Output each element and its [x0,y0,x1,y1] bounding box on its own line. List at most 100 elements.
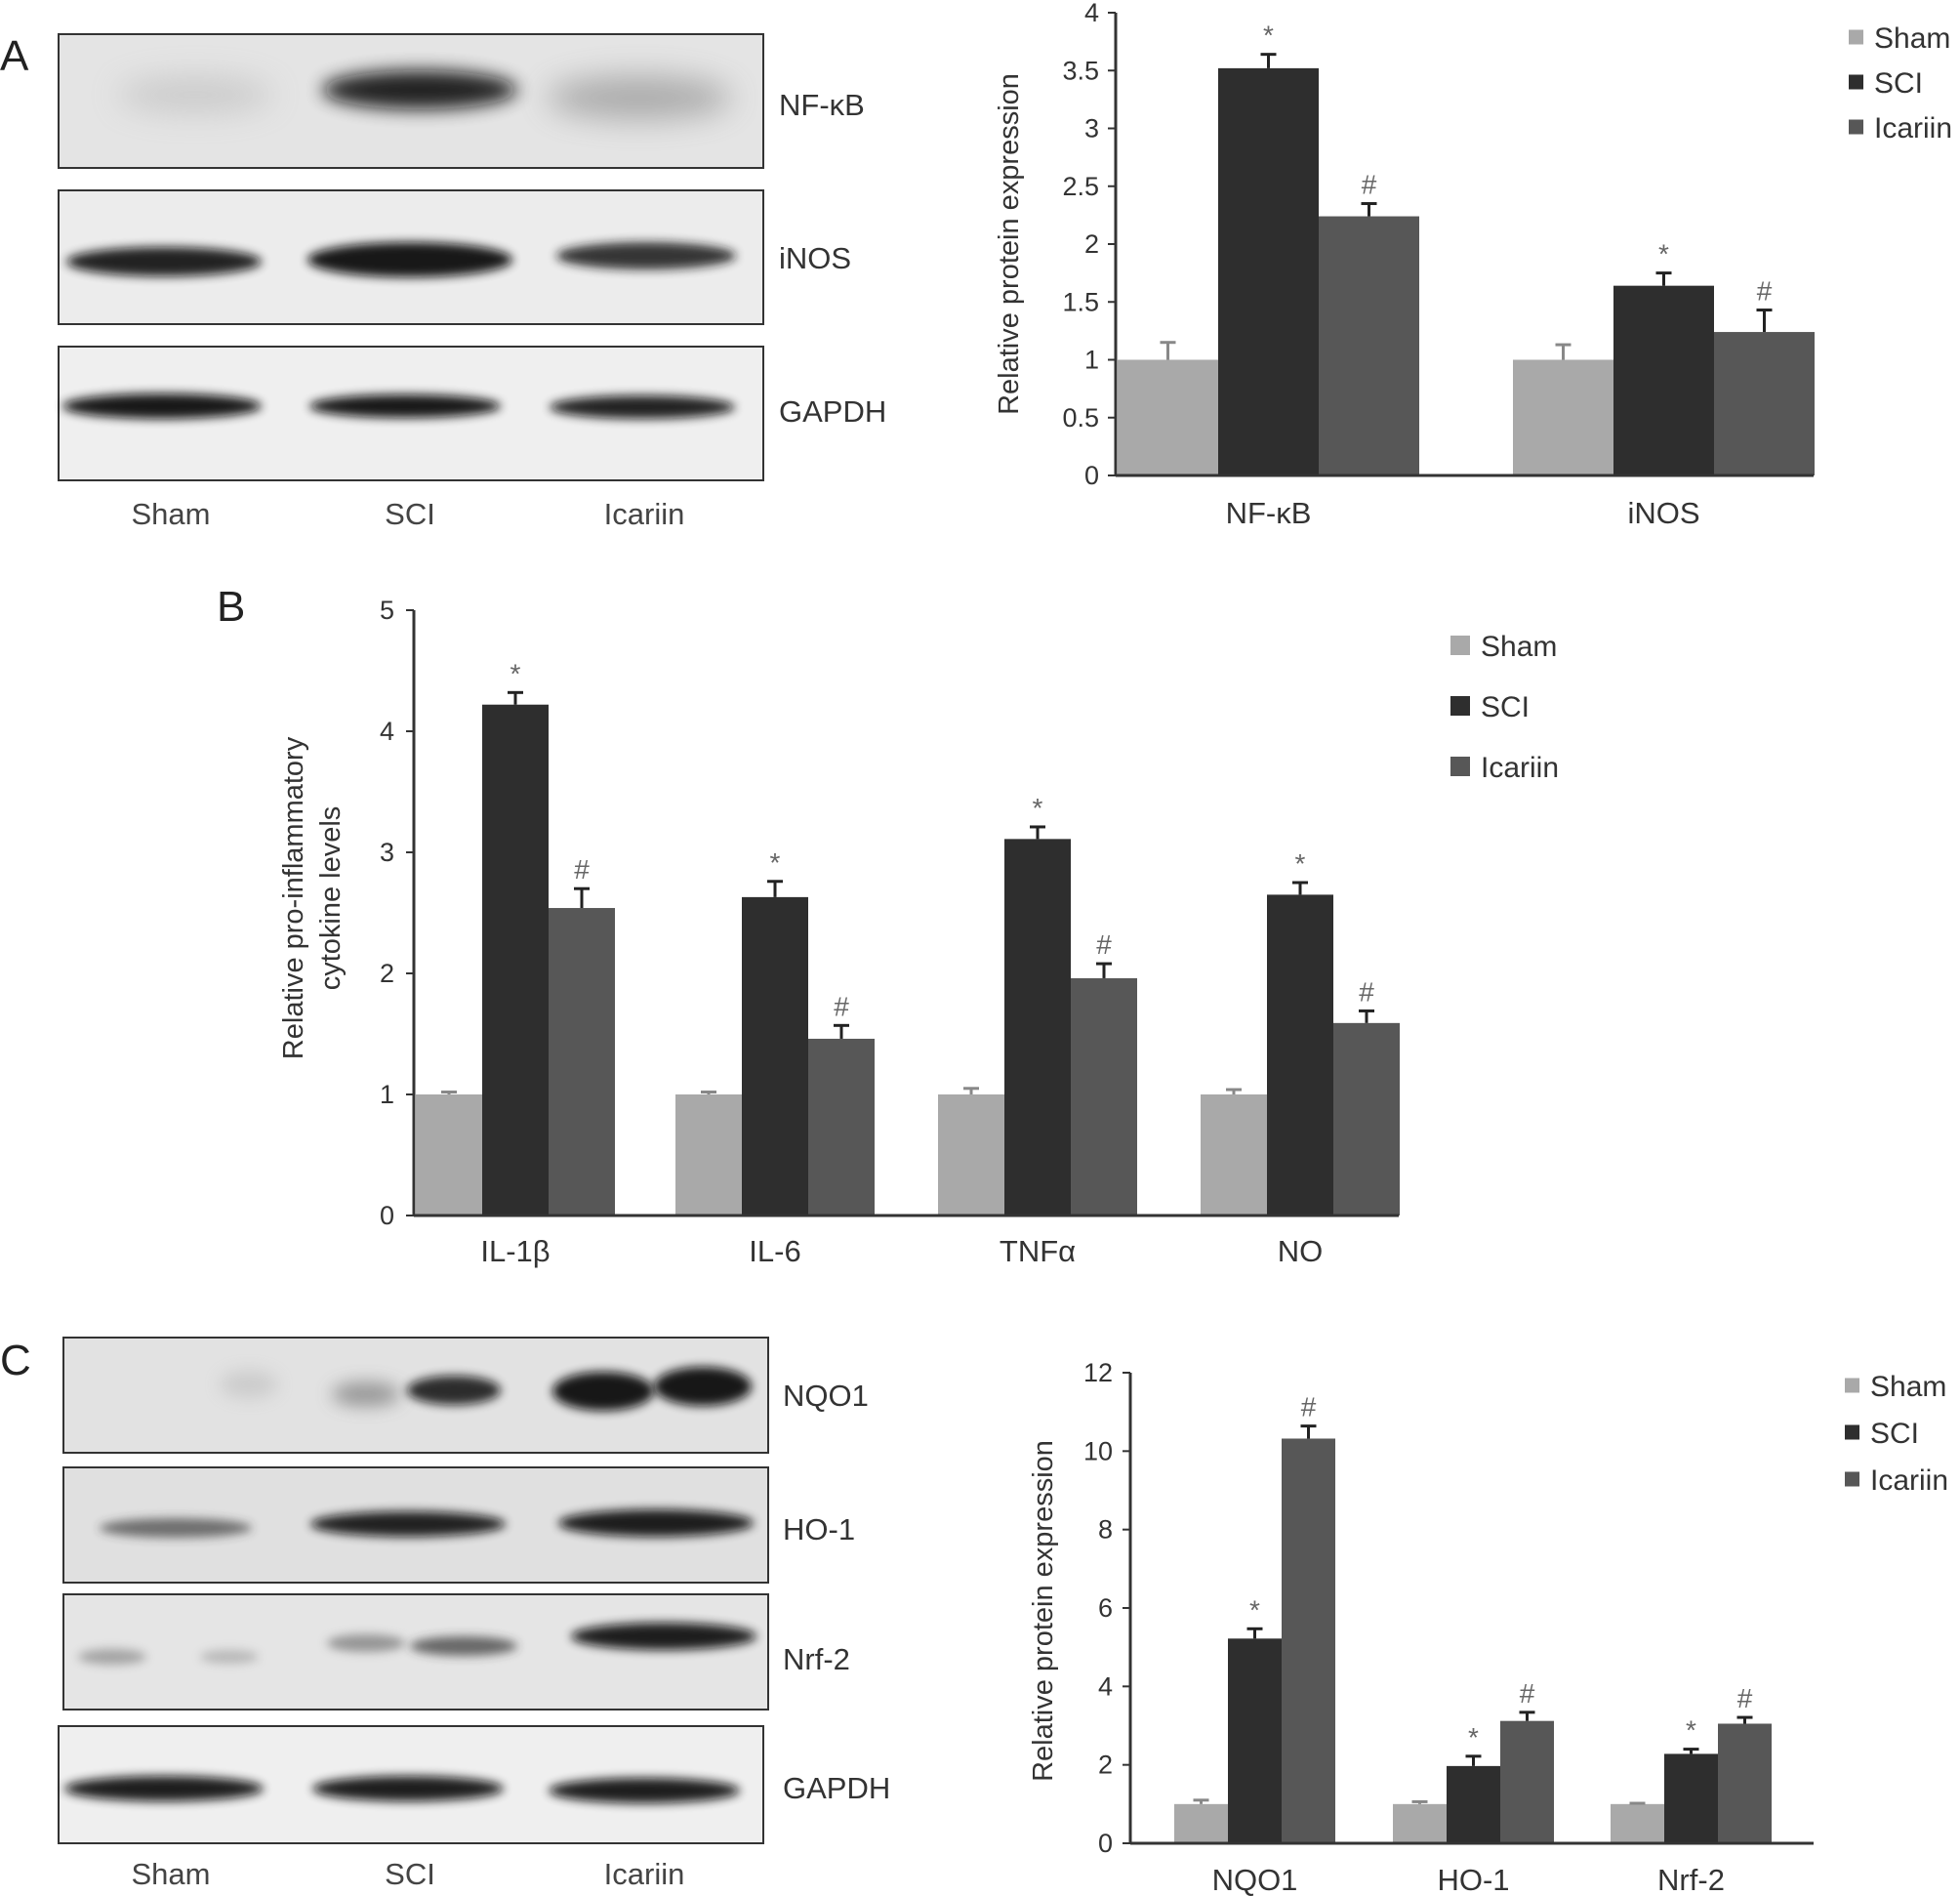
bar-chart-b: * # IL-1β * # IL-6 * # TNFα * # NO 0 1 2 3 4 5 Relative pr… [278,596,1559,1268]
significance-mark: # [1520,1678,1535,1709]
legend-swatch [1845,1378,1859,1393]
y-tick-label: 2 [1098,1751,1113,1780]
blot-band [556,242,736,269]
lane-label: SCI [385,1857,435,1891]
bar-chart-a: * # NF-κB * # iNOS 0 0.5 1 1.5 2 2.5 3 3.5 4 Relative p… [994,0,1952,530]
significance-mark: * [1686,1715,1696,1746]
legend-label: Icariin [1874,112,1952,144]
y-axis-label: Relative protein expression [1028,1440,1059,1782]
legend-label: SCI [1870,1418,1919,1450]
y-tick-label: 2.5 [1062,172,1099,201]
panel-letter-c: C [0,1337,31,1384]
significance-mark: * [770,847,781,878]
blot-band [571,1623,756,1650]
y-tick-label: 4 [1084,0,1099,27]
significance-mark: * [1249,1594,1260,1625]
blot-band [310,1511,506,1537]
x-tick-label: iNOS [1627,496,1699,530]
legend-label: Icariin [1870,1464,1948,1497]
blot-strip-gapdh-c [58,1725,764,1844]
legend-swatch [1845,1424,1859,1440]
y-axis-label: cytokine levels [315,806,347,991]
bar [1613,285,1714,475]
y-tick-label: 3 [380,838,394,867]
blot-band [322,70,517,109]
y-axis-label: Relative pro-inflammatory [278,736,309,1059]
blot-strip-nfkb [58,33,764,169]
bar [1201,1094,1267,1216]
bar-chart-c: * # NQO1 * # HO-1 * # Nrf-2 0 2 4 6 8 10 12 Relative pro… [1028,1358,1948,1896]
y-tick-label: 0.5 [1062,403,1099,433]
y-tick-label: 8 [1098,1515,1113,1545]
blot-label: NQO1 [783,1379,869,1413]
lane-label: Icariin [604,497,685,531]
bar [1174,1803,1228,1843]
bar [1319,216,1419,475]
lane-label: Sham [132,497,211,531]
significance-mark: # [1359,976,1374,1007]
legend-label: Icariin [1481,752,1559,784]
significance-mark: * [1033,793,1043,823]
y-tick-label: 1.5 [1062,287,1099,316]
blot-band [549,1778,740,1803]
blot-label: HO-1 [783,1512,855,1546]
y-tick-label: 0 [380,1201,394,1230]
blot-band [78,1649,146,1665]
legend-swatch [1849,119,1863,135]
legend-swatch [1450,757,1470,776]
blot-band [327,1634,405,1652]
bar [1611,1803,1664,1843]
blot-label: Nrf-2 [783,1642,850,1676]
significance-mark: # [1362,170,1377,200]
y-tick-label: 6 [1098,1593,1113,1623]
significance-mark: * [1468,1722,1479,1752]
y-tick-label: 0 [1098,1829,1113,1858]
y-tick-label: 0 [1084,461,1099,490]
bar [549,908,615,1216]
y-tick-label: 4 [380,717,394,746]
y-tick-label: 3.5 [1062,56,1099,85]
blot-band [100,1518,252,1538]
blot-band [200,1650,259,1664]
blot-band [220,1371,278,1398]
bar [938,1094,1004,1216]
blot-band [307,242,512,277]
lane-label: SCI [385,497,435,531]
legend-label: Sham [1481,631,1557,663]
bar [416,1094,482,1216]
blot-label: iNOS [779,241,851,275]
legend-swatch [1845,1471,1859,1487]
bar [742,896,808,1216]
blot-band [62,393,262,419]
x-tick-label: HO-1 [1437,1863,1509,1896]
y-tick-label: 5 [380,596,394,625]
legend-label: SCI [1481,691,1530,723]
x-tick-label: NO [1278,1234,1324,1268]
x-tick-label: IL-1β [480,1234,550,1268]
blot-band [558,1509,754,1537]
significance-mark: # [574,854,590,885]
significance-mark: # [834,991,849,1021]
legend-label: Sham [1870,1371,1946,1403]
western-blot-c: NQO1 HO-1 Nrf-2 GAPDH Sham SCI Icariin [58,1337,890,1891]
y-axis-label-group: Relative protein expression [994,73,1025,415]
legend-label: Sham [1874,22,1950,55]
bar [675,1094,742,1216]
y-tick-label: 12 [1083,1358,1113,1387]
bar [1004,839,1071,1216]
y-tick-label: 10 [1083,1436,1113,1465]
legend-swatch [1849,74,1863,90]
bar [1071,977,1137,1216]
panel-letter-a: A [0,32,29,80]
blot-strip-nqo1 [62,1337,769,1454]
bar [1718,1723,1772,1843]
bar [1500,1720,1554,1843]
x-tick-label: TNFα [1000,1234,1076,1268]
y-axis-label-group: Relative pro-inflammatory cytokine levels [278,736,347,1059]
y-tick-label: 2 [1084,229,1099,259]
significance-mark: * [1295,848,1306,879]
blot-strip-gapdh-a [58,346,764,481]
x-tick-label: NQO1 [1212,1863,1298,1896]
bar [1118,359,1218,475]
